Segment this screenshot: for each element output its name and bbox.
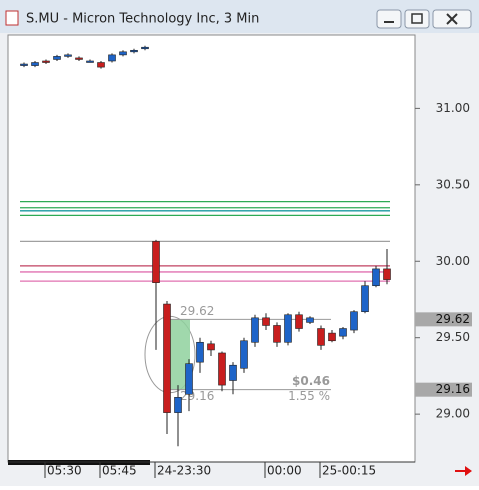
candle-body: [273, 325, 281, 343]
measure-percent: 1.55 %: [288, 389, 330, 403]
candle-body: [141, 46, 149, 50]
y-tick-label: 30.50: [436, 177, 470, 191]
plot-area: [7, 34, 416, 463]
candle-body: [361, 285, 369, 313]
candle-body: [251, 317, 259, 343]
measure-top-label: 29.62: [180, 304, 214, 318]
x-tick-label: 05:30: [47, 464, 82, 478]
candle-body: [196, 341, 204, 363]
candle-body: [383, 268, 391, 280]
candle-body: [229, 364, 237, 381]
candle-body: [53, 56, 61, 60]
scroll-arrow[interactable]: [455, 466, 472, 476]
x-tick-label: 00:00: [267, 464, 302, 478]
candle-body: [262, 317, 270, 326]
candle-body: [240, 340, 248, 369]
candle-body: [108, 54, 116, 62]
candle-body: [163, 303, 171, 413]
app-icon: [5, 10, 19, 26]
candle-body: [152, 241, 160, 283]
candle-body: [64, 54, 72, 57]
y-tick-label: 31.00: [436, 101, 470, 115]
candle-body: [207, 343, 215, 351]
candle-body: [328, 332, 336, 342]
price-tag-label: 29.16: [436, 382, 470, 396]
candle-body: [86, 60, 94, 63]
candle-body: [119, 51, 127, 56]
x-tick-label: 05:45: [102, 464, 137, 478]
maximize-icon: [411, 13, 423, 24]
candle-body: [174, 397, 182, 413]
y-tick-label: 29.50: [436, 330, 470, 344]
price-tag: [415, 382, 472, 397]
candle-body: [97, 62, 105, 68]
close-icon: [446, 13, 458, 25]
candle-body: [339, 328, 347, 337]
window-title: S.MU - Micron Technology Inc, 3 Min: [26, 12, 259, 27]
y-tick-label: 30.00: [436, 254, 470, 268]
candle-body: [75, 57, 83, 60]
candle-body: [218, 352, 226, 386]
candle-body: [350, 311, 358, 331]
candle-body: [185, 363, 193, 395]
maximize-button[interactable]: [404, 9, 430, 29]
measure-change: $0.46: [292, 374, 330, 388]
candle-body: [306, 317, 314, 323]
candle-body: [130, 49, 138, 53]
minimize-button[interactable]: [376, 9, 402, 29]
candle-body: [317, 328, 325, 346]
candle-body: [284, 314, 292, 343]
y-tick-label: 29.00: [436, 407, 470, 421]
price-tag: [415, 312, 472, 327]
x-tick-label: 25-00:15: [322, 464, 376, 478]
candle-body: [295, 314, 303, 329]
price-tag-label: 29.62: [436, 312, 470, 326]
candle-body: [20, 63, 28, 66]
measure-bottom-label: 29.16: [180, 389, 214, 403]
candle-body: [31, 62, 39, 66]
candle-body: [372, 268, 380, 287]
x-tick-label: 24-23:30: [157, 464, 211, 478]
candle-body: [42, 60, 50, 63]
